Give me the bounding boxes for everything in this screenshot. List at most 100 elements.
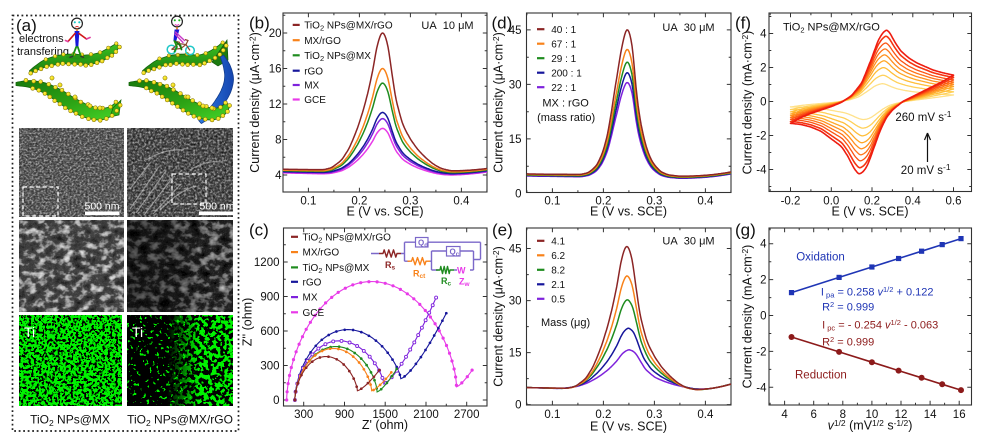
- svg-text:30: 30: [509, 296, 522, 308]
- svg-text:E (V vs. SCE): E (V vs. SCE): [346, 205, 423, 219]
- svg-text:4: 4: [275, 170, 282, 182]
- svg-text:300: 300: [260, 361, 279, 373]
- svg-text:-2: -2: [756, 346, 766, 358]
- svg-text:(g): (g): [735, 221, 756, 240]
- svg-text:0.6: 0.6: [946, 196, 962, 208]
- svg-text:0.1: 0.1: [544, 196, 560, 208]
- svg-text:rGO: rGO: [304, 66, 323, 77]
- svg-text:(f): (f): [735, 14, 751, 33]
- svg-text:8.2: 8.2: [551, 265, 565, 276]
- svg-text:6.2: 6.2: [551, 251, 565, 262]
- svg-text:-0.2: -0.2: [781, 196, 801, 208]
- svg-text:E (V vs. SCE): E (V vs. SCE): [590, 420, 667, 434]
- svg-text:2700: 2700: [454, 409, 480, 421]
- svg-text:MX/rGO: MX/rGO: [303, 248, 340, 259]
- svg-text:W: W: [457, 266, 466, 276]
- svg-text:R2 = 0.999: R2 = 0.999: [822, 300, 874, 314]
- svg-text:TiO2 NPs@MX: TiO2 NPs@MX: [30, 413, 110, 429]
- svg-text:2100: 2100: [413, 409, 439, 421]
- svg-text:16: 16: [953, 409, 966, 421]
- svg-text:Current density (mA·cm-2): Current density (mA·cm-2): [740, 245, 755, 389]
- svg-text:30: 30: [509, 79, 522, 91]
- svg-text:0.2: 0.2: [595, 409, 611, 421]
- svg-text:0.4: 0.4: [453, 196, 470, 208]
- svg-text:300: 300: [294, 409, 313, 421]
- svg-text:500 nm: 500 nm: [84, 201, 119, 213]
- svg-text:0: 0: [515, 400, 521, 412]
- svg-text:UA 10 μM: UA 10 μM: [421, 20, 473, 32]
- svg-text:15: 15: [509, 134, 522, 146]
- svg-text:Zw: Zw: [459, 277, 471, 289]
- svg-text:14: 14: [924, 409, 937, 421]
- svg-text:(a): (a): [16, 16, 37, 35]
- svg-text:Current density (μA·cm-2): Current density (μA·cm-2): [491, 32, 506, 173]
- svg-text:Rs: Rs: [385, 260, 396, 272]
- svg-text:Ti: Ti: [24, 324, 35, 340]
- svg-text:E (V vs. SCE): E (V vs. SCE): [831, 205, 908, 219]
- svg-text:1200: 1200: [254, 257, 280, 269]
- svg-text:MX: MX: [303, 293, 318, 304]
- svg-text:TiO2 NPs@MX/rGO: TiO2 NPs@MX/rGO: [783, 22, 880, 35]
- svg-text:0.3: 0.3: [646, 196, 662, 208]
- svg-text:Current density (mA·cm-2): Current density (mA·cm-2): [740, 31, 755, 175]
- svg-text:Current density (μA·cm-2): Current density (μA·cm-2): [248, 32, 263, 173]
- svg-text:(mass ratio): (mass ratio): [537, 112, 595, 124]
- svg-text:MX/rGO: MX/rGO: [304, 36, 341, 47]
- svg-text:8: 8: [275, 135, 281, 147]
- svg-text:4.1: 4.1: [551, 236, 565, 247]
- svg-text:Reduction: Reduction: [795, 370, 847, 382]
- svg-text:TiO2 NPs@MX/rGO: TiO2 NPs@MX/rGO: [304, 21, 393, 33]
- svg-text:15: 15: [509, 348, 522, 360]
- svg-text:I pa = 0.258 v1/2 + 0.122: I pa = 0.258 v1/2 + 0.122: [821, 285, 934, 300]
- svg-text:0.4: 0.4: [697, 409, 714, 421]
- svg-text:16: 16: [269, 64, 282, 76]
- svg-text:0.2: 0.2: [595, 196, 611, 208]
- svg-text:2: 2: [760, 63, 766, 75]
- svg-text:0: 0: [273, 395, 279, 407]
- svg-text:45: 45: [509, 25, 522, 37]
- svg-text:Rct: Rct: [413, 269, 426, 281]
- svg-text:E (V vs. SCE): E (V vs. SCE): [590, 205, 667, 219]
- svg-text:Oxidation: Oxidation: [796, 251, 845, 263]
- svg-text:(c): (c): [249, 221, 269, 240]
- svg-text:0: 0: [760, 311, 766, 323]
- svg-text:12: 12: [269, 99, 282, 111]
- svg-text:0.4: 0.4: [905, 196, 922, 208]
- svg-text:Z' (ohm): Z' (ohm): [362, 418, 408, 432]
- svg-text:0: 0: [515, 188, 521, 200]
- svg-text:(d): (d): [492, 14, 513, 33]
- svg-text:TiO2 NPs@MX: TiO2 NPs@MX: [303, 263, 370, 275]
- svg-text:-4: -4: [756, 165, 767, 177]
- svg-text:22 : 1: 22 : 1: [551, 83, 576, 94]
- svg-text:rGO: rGO: [303, 277, 322, 288]
- svg-text:0.3: 0.3: [646, 409, 662, 421]
- svg-text:6: 6: [810, 409, 816, 421]
- svg-text:1500: 1500: [372, 409, 398, 421]
- svg-text:UA 30 μM: UA 30 μM: [662, 22, 714, 34]
- svg-text:Qd: Qd: [418, 239, 428, 250]
- svg-text:UA 30 μM: UA 30 μM: [662, 235, 714, 247]
- svg-text:0.5: 0.5: [551, 294, 565, 305]
- svg-text:MX: MX: [304, 81, 319, 92]
- svg-text:I pc = - 0.254 v1/2 - 0.063: I pc = - 0.254 v1/2 - 0.063: [822, 318, 938, 333]
- svg-text:Current density (μA·cm-2): Current density (μA·cm-2): [491, 246, 506, 387]
- svg-text:260 mV s-1: 260 mV s-1: [895, 109, 951, 124]
- svg-text:600: 600: [260, 326, 279, 338]
- svg-text:TiO2 NPs@MX/rGO: TiO2 NPs@MX/rGO: [303, 232, 392, 244]
- svg-text:Rc: Rc: [441, 276, 452, 288]
- svg-text:-4: -4: [756, 382, 767, 394]
- svg-text:900: 900: [260, 292, 279, 304]
- svg-text:900: 900: [335, 409, 354, 421]
- svg-text:2.1: 2.1: [551, 280, 565, 291]
- svg-text:0: 0: [760, 97, 766, 109]
- svg-text:4: 4: [781, 409, 788, 421]
- svg-text:MX : rGO: MX : rGO: [542, 97, 589, 109]
- svg-text:200 : 1: 200 : 1: [551, 68, 582, 79]
- svg-text:2: 2: [760, 275, 766, 287]
- svg-text:electrons: electrons: [19, 33, 64, 45]
- svg-text:0.2: 0.2: [864, 196, 880, 208]
- svg-text:Mass (μg): Mass (μg): [541, 317, 590, 329]
- svg-text:500 nm: 500 nm: [199, 201, 234, 213]
- svg-text:4: 4: [760, 239, 767, 251]
- svg-text:0.1: 0.1: [300, 196, 316, 208]
